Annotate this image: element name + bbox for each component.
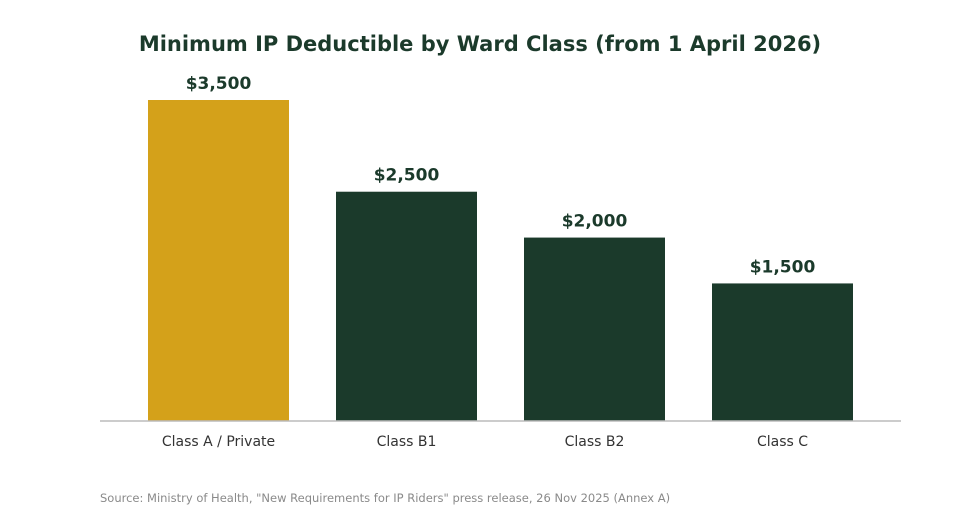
source-note: Source: Ministry of Health, "New Require… (100, 491, 670, 505)
bar-4 (712, 283, 853, 421)
bar-1 (148, 100, 289, 421)
value-label-4: $1,500 (750, 257, 816, 277)
x-tick-label-4: Class C (757, 434, 808, 450)
value-label-2: $2,500 (374, 166, 440, 186)
x-tick-labels-group: Class A / Private Class B1 Class B2 Class C (162, 434, 808, 450)
value-label-1: $3,500 (186, 74, 252, 94)
bar-2 (336, 191, 477, 421)
value-label-3: $2,000 (562, 212, 628, 232)
bars-group (148, 100, 853, 421)
chart-title: Minimum IP Deductible by Ward Class (fro… (139, 32, 821, 56)
value-labels-group: $3,500 $2,500 $2,000 $1,500 (186, 74, 816, 277)
x-tick-label-2: Class B1 (377, 434, 437, 450)
x-tick-label-3: Class B2 (565, 434, 625, 450)
x-tick-label-1: Class A / Private (162, 434, 275, 450)
bar-3 (524, 237, 665, 421)
